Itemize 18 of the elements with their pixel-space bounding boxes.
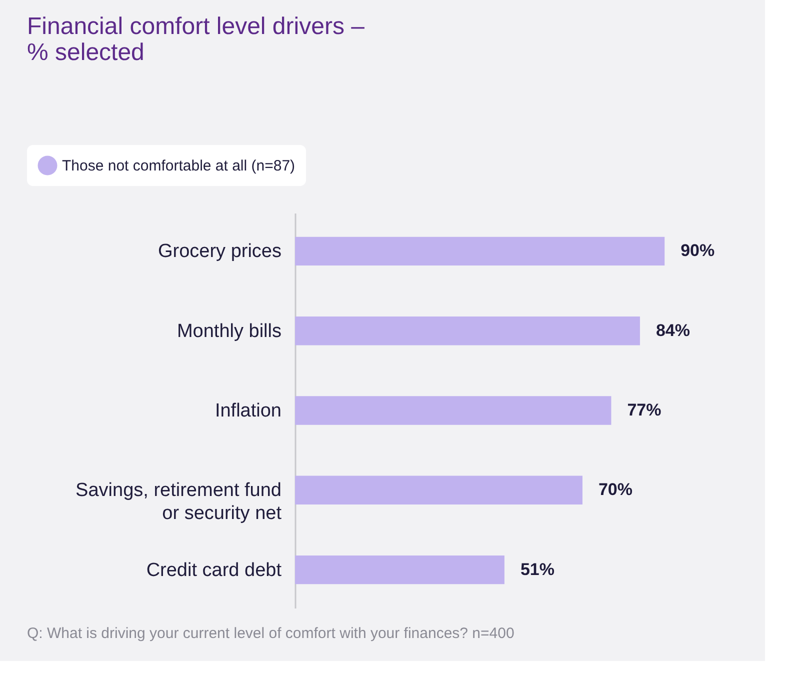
bar (295, 476, 582, 504)
y-tick-label: Inflation (214, 400, 282, 422)
y-tick-label: Grocery prices (158, 241, 282, 262)
bar (295, 396, 612, 425)
y-tick-label: Credit card debt (146, 560, 282, 581)
data-label: 70% (598, 480, 632, 500)
legend-label: Those not comfortable at all (n=87) (62, 158, 296, 174)
data-label: 77% (627, 400, 662, 420)
bar (295, 236, 665, 266)
y-tick-label: Savings, retirement fund or security net (76, 480, 282, 524)
bar (295, 316, 640, 346)
data-label: 51% (520, 560, 554, 579)
data-label: 90% (680, 241, 715, 260)
text: Q: What is driving your current level of comfort with your finances? n=400 (27, 625, 514, 642)
y-tick-label: Monthly bills (176, 320, 282, 342)
chart-title: Financial comfort level drivers – % selected (27, 13, 366, 66)
bar (295, 555, 504, 584)
data-label: 84% (656, 320, 690, 340)
